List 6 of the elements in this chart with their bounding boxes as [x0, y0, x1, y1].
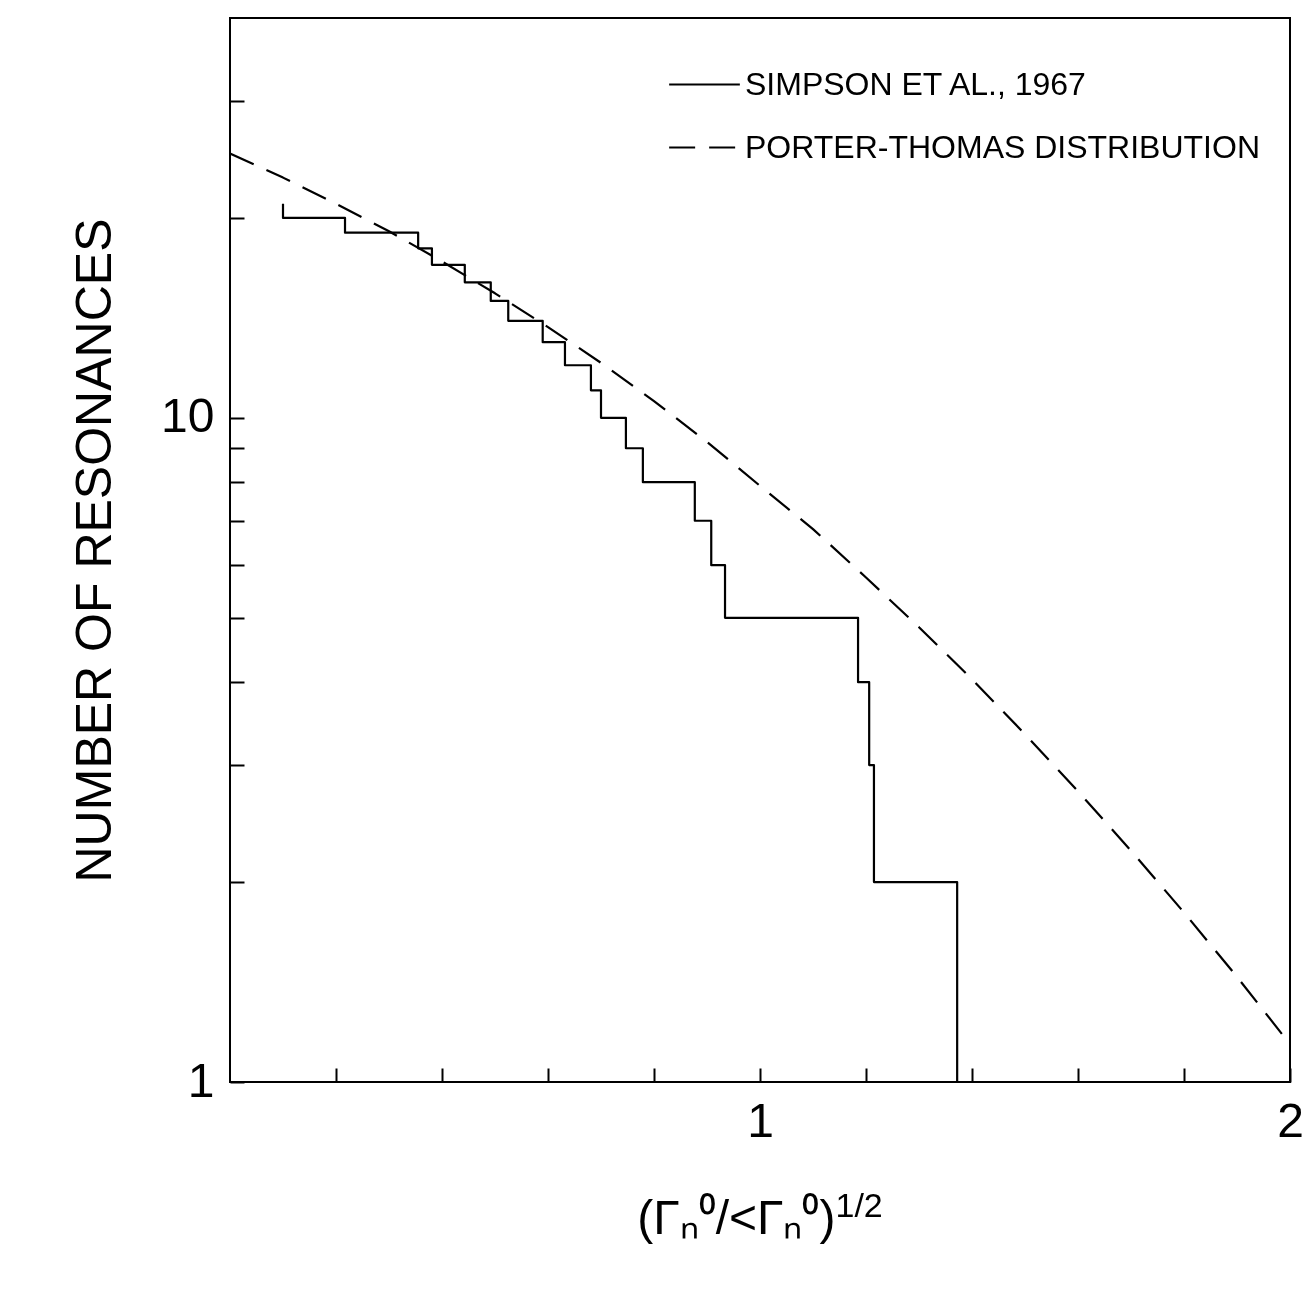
y-axis-title: NUMBER OF RESONANCES	[66, 218, 123, 883]
x-axis-title: (Γₙ⁰/<Γₙ⁰)$^{1/2}$	[636, 1185, 884, 1246]
legend-label: SIMPSON ET AL., 1967	[745, 65, 1086, 102]
legend-label: PORTER-THOMAS DISTRIBUTION	[745, 128, 1260, 165]
x-tick-label: 2	[1277, 1093, 1304, 1147]
y-tick-label: 10	[161, 389, 215, 443]
